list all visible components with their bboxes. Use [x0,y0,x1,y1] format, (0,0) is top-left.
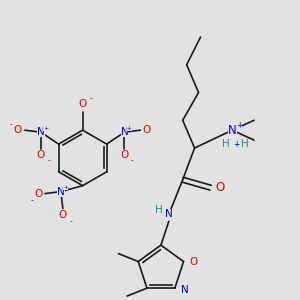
Text: H: H [155,206,163,215]
Text: O: O [216,181,225,194]
Text: -: - [69,217,72,226]
Text: -: - [31,196,34,205]
Text: -: - [131,156,134,165]
Text: +: + [233,140,239,148]
Text: -: - [10,120,12,129]
Text: +: + [63,185,68,190]
Text: O: O [189,256,197,266]
Text: H: H [241,139,249,149]
Text: +: + [127,126,132,131]
Text: O: O [120,150,129,160]
Text: +: + [43,126,48,131]
Text: O: O [79,99,87,110]
Text: N: N [57,187,65,196]
Text: O: O [34,189,42,199]
Text: H: H [222,139,230,149]
Text: O: O [14,125,22,135]
Text: O: O [37,150,45,160]
Text: -: - [89,94,92,103]
Text: N: N [37,127,45,137]
Text: N: N [228,124,237,137]
Text: -: - [47,156,50,165]
Text: N: N [165,209,173,219]
Text: N: N [121,127,128,137]
Text: N: N [181,285,189,295]
Text: +: + [236,121,242,130]
Text: O: O [142,125,150,135]
Text: O: O [59,210,67,220]
